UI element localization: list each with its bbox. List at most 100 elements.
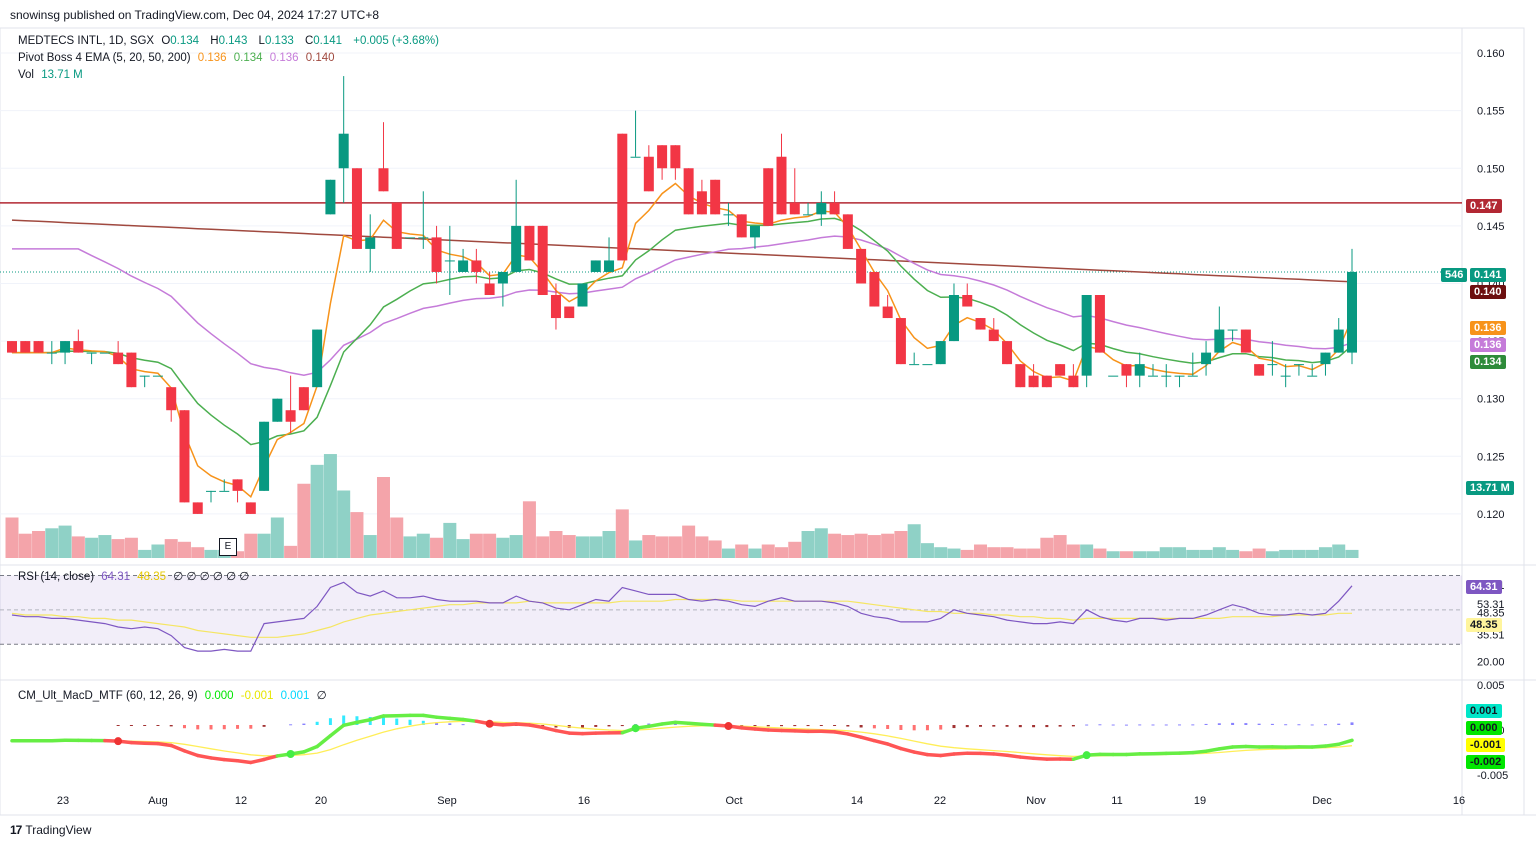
volume-bar bbox=[1159, 547, 1173, 558]
volume-bar bbox=[456, 539, 470, 558]
legend-ema: Pivot Boss 4 EMA (5, 20, 50, 200) 0.136 … bbox=[18, 52, 339, 64]
date-tick: 22 bbox=[934, 795, 946, 807]
candle-body bbox=[405, 237, 416, 239]
volume-bar bbox=[509, 535, 523, 558]
macd-badge-b: 0.000 bbox=[1466, 721, 1502, 735]
macd-histogram-bar bbox=[143, 725, 147, 726]
volume-bar bbox=[721, 548, 735, 558]
volume-bar bbox=[177, 541, 191, 558]
macd-badge-d: -0.002 bbox=[1466, 755, 1506, 769]
macd-line-segment bbox=[1244, 744, 1261, 749]
macd-histogram-bar bbox=[766, 725, 770, 727]
macd-histogram-bar bbox=[1204, 723, 1208, 725]
volume-bar bbox=[894, 531, 908, 558]
volume-bar bbox=[1305, 549, 1319, 558]
macd-line-segment bbox=[859, 735, 877, 743]
macd-histogram-bar bbox=[594, 725, 598, 727]
candle-body bbox=[537, 225, 548, 295]
legend-volume: Vol 13.71 M bbox=[18, 69, 87, 81]
volume-bar bbox=[297, 483, 311, 558]
candle-body bbox=[1134, 364, 1145, 376]
volume-bar bbox=[575, 536, 589, 558]
volume-bar bbox=[85, 537, 99, 558]
macd-histogram-bar bbox=[315, 721, 319, 725]
macd-line-segment bbox=[1230, 744, 1248, 749]
macd-badge-a: 0.001 bbox=[1466, 704, 1502, 718]
legend-change: +0.005 (+3.68%) bbox=[353, 35, 439, 47]
candle-body bbox=[882, 306, 893, 319]
candle-body bbox=[325, 179, 336, 215]
macd-histogram-bar bbox=[209, 725, 213, 730]
ema5-line bbox=[12, 182, 1353, 499]
macd-signal-line bbox=[12, 720, 1353, 758]
volume-bar bbox=[1080, 544, 1094, 558]
candle-body bbox=[723, 214, 734, 216]
volume-bar bbox=[655, 536, 669, 558]
volume-bar bbox=[5, 517, 19, 558]
macd-histogram-bar bbox=[421, 720, 425, 725]
candle-body bbox=[298, 387, 309, 411]
macd-histogram-bar bbox=[1217, 723, 1221, 725]
date-tick: 16 bbox=[578, 795, 590, 807]
candle-body bbox=[1161, 375, 1172, 377]
price-tick: 0.120 bbox=[1477, 509, 1505, 521]
candle-body bbox=[1174, 375, 1185, 377]
volume-bar bbox=[549, 531, 563, 558]
candle-body bbox=[1307, 375, 1318, 377]
tradingview-logo-icon: 17 bbox=[10, 823, 22, 837]
volume-bar bbox=[629, 540, 643, 558]
volume-bar bbox=[602, 531, 616, 558]
macd-histogram-bar bbox=[1124, 724, 1128, 726]
macd-line-segment bbox=[1018, 755, 1036, 761]
macd-histogram-bar bbox=[753, 725, 757, 727]
candle-body bbox=[33, 341, 44, 353]
candle-body bbox=[418, 237, 429, 239]
macd-histogram-bar bbox=[1284, 724, 1288, 726]
macd-histogram-bar bbox=[1270, 723, 1274, 725]
volume-bar bbox=[682, 525, 696, 558]
price-tick: 0.145 bbox=[1477, 221, 1505, 233]
macd-histogram-bar bbox=[169, 725, 173, 727]
macd-histogram-bar bbox=[939, 725, 943, 730]
macd-line-segment bbox=[1217, 745, 1235, 751]
volume-bar bbox=[748, 548, 762, 558]
macd-histogram-bar bbox=[129, 725, 133, 726]
volume-bar bbox=[416, 533, 430, 558]
macd-histogram-bar bbox=[979, 725, 983, 727]
macd-line-segment bbox=[1191, 749, 1208, 755]
volume-bar bbox=[642, 535, 656, 558]
volume-bar bbox=[920, 543, 934, 558]
volume-bar bbox=[1186, 549, 1200, 558]
volume-bar bbox=[1265, 551, 1279, 558]
footer[interactable]: 17 TradingView bbox=[10, 823, 91, 837]
date-tick: Sep bbox=[437, 795, 457, 807]
macd-histogram-bar bbox=[859, 725, 863, 728]
volume-bar bbox=[668, 536, 682, 558]
volume-bar bbox=[58, 525, 72, 558]
macd-line-segment bbox=[938, 752, 956, 758]
candle-body bbox=[46, 352, 57, 354]
volume-bar bbox=[310, 464, 324, 558]
legend-rsi-zeros: ∅ ∅ ∅ ∅ ∅ ∅ bbox=[173, 571, 250, 583]
volume-badge: 13.71 M bbox=[1466, 481, 1514, 495]
macd-tick: 0.005 bbox=[1477, 680, 1505, 692]
legend-ema200: 0.140 bbox=[305, 52, 335, 64]
macd-line-segment bbox=[514, 722, 532, 727]
rsi-badge: 64.31 bbox=[1466, 580, 1502, 594]
ema-lines bbox=[11, 182, 1353, 499]
candle-body bbox=[829, 202, 840, 215]
volume-bar bbox=[1279, 549, 1293, 558]
macd-line-segment bbox=[1031, 756, 1049, 761]
candle-body bbox=[962, 295, 973, 307]
macd-tick: -0.005 bbox=[1477, 770, 1508, 782]
rsi-tick: 48.35 bbox=[1477, 608, 1505, 620]
candle-body bbox=[312, 329, 323, 388]
volume-bar bbox=[695, 536, 709, 558]
macd-histogram-bar bbox=[740, 725, 744, 726]
macd-line-segment bbox=[1204, 747, 1222, 753]
candle-body bbox=[152, 375, 163, 377]
earnings-marker[interactable]: E bbox=[219, 538, 237, 556]
macd-cross-dot bbox=[631, 724, 640, 733]
macd-line-segment bbox=[448, 716, 465, 722]
